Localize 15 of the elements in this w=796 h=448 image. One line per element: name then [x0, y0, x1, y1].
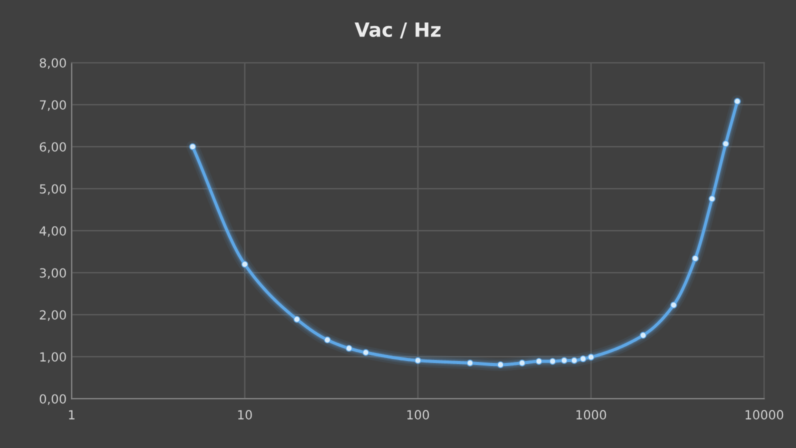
y-tick-label: 7,00	[40, 100, 66, 111]
y-tick-label: 4,00	[40, 226, 66, 237]
y-tick-label: 0,00	[40, 394, 66, 405]
x-tick-label: 10000	[746, 410, 784, 420]
y-tick-label: 8,00	[40, 58, 66, 69]
x-tick-label: 1000	[576, 410, 606, 420]
chart-title: Vac / Hz	[354, 22, 440, 39]
y-tick-label: 2,00	[40, 310, 66, 321]
y-tick-label: 6,00	[40, 142, 66, 153]
y-tick-label: 5,00	[40, 184, 66, 195]
y-tick-label: 1,00	[40, 352, 66, 363]
y-tick-label: 3,00	[40, 268, 66, 279]
x-tick-label: 1	[69, 410, 74, 420]
x-tick-label: 10	[238, 410, 252, 420]
x-tick-label: 100	[407, 410, 429, 420]
